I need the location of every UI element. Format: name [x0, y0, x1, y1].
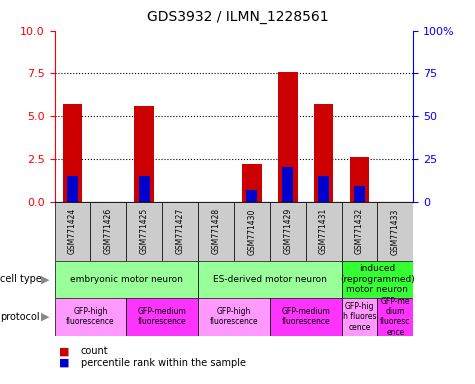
Text: GSM771425: GSM771425 [140, 208, 149, 255]
Bar [63, 104, 83, 202]
Text: ■: ■ [59, 358, 70, 368]
Text: GSM771431: GSM771431 [319, 208, 328, 255]
Bar [55, 202, 91, 261]
Bar [354, 186, 365, 202]
Bar [378, 202, 413, 261]
Text: cell type: cell type [0, 274, 42, 285]
Text: GFP-hig
h fluores
cence: GFP-hig h fluores cence [342, 302, 376, 332]
Bar [55, 298, 126, 336]
Text: GSM771428: GSM771428 [211, 208, 220, 255]
Text: ■: ■ [59, 346, 70, 356]
Bar [350, 157, 370, 202]
Bar [270, 298, 342, 336]
Text: ES-derived motor neuron: ES-derived motor neuron [213, 275, 327, 284]
Bar [198, 202, 234, 261]
Text: GSM771430: GSM771430 [247, 208, 257, 255]
Text: ▶: ▶ [41, 312, 50, 322]
Text: ▶: ▶ [41, 274, 50, 285]
Text: percentile rank within the sample: percentile rank within the sample [81, 358, 246, 368]
Text: GFP-high
fluorescence: GFP-high fluorescence [209, 307, 258, 326]
Bar [318, 176, 329, 202]
Bar [198, 298, 270, 336]
Bar [55, 261, 198, 298]
Bar [247, 190, 257, 202]
Text: GFP-medium
fluorescence: GFP-medium fluorescence [281, 307, 330, 326]
Bar [378, 298, 413, 336]
Bar [342, 261, 413, 298]
Text: GSM771433: GSM771433 [391, 208, 400, 255]
Text: GSM771429: GSM771429 [283, 208, 292, 255]
Text: protocol: protocol [0, 312, 39, 322]
Bar [126, 202, 162, 261]
Bar [342, 202, 378, 261]
Bar [242, 164, 262, 202]
Bar [134, 106, 154, 202]
Bar [126, 298, 198, 336]
Text: embryonic motor neuron: embryonic motor neuron [70, 275, 183, 284]
Text: GSM771432: GSM771432 [355, 208, 364, 255]
Bar [67, 176, 78, 202]
Bar [314, 104, 333, 202]
Bar [162, 202, 198, 261]
Bar [342, 298, 378, 336]
Bar [234, 202, 270, 261]
Bar [282, 167, 293, 202]
Text: GSM771424: GSM771424 [68, 208, 77, 255]
Text: GFP-high
fluorescence: GFP-high fluorescence [66, 307, 115, 326]
Bar [139, 176, 150, 202]
Text: GFP-me
dium
fluoresc
ence: GFP-me dium fluoresc ence [380, 297, 410, 337]
Text: GSM771426: GSM771426 [104, 208, 113, 255]
Text: GFP-medium
fluorescence: GFP-medium fluorescence [138, 307, 187, 326]
Bar [278, 72, 298, 202]
Bar [198, 261, 342, 298]
Text: GSM771427: GSM771427 [176, 208, 185, 255]
Text: count: count [81, 346, 108, 356]
Bar [306, 202, 342, 261]
Text: GDS3932 / ILMN_1228561: GDS3932 / ILMN_1228561 [147, 10, 328, 24]
Bar [270, 202, 306, 261]
Text: induced
(reprogrammed)
motor neuron: induced (reprogrammed) motor neuron [340, 265, 415, 294]
Bar [91, 202, 126, 261]
